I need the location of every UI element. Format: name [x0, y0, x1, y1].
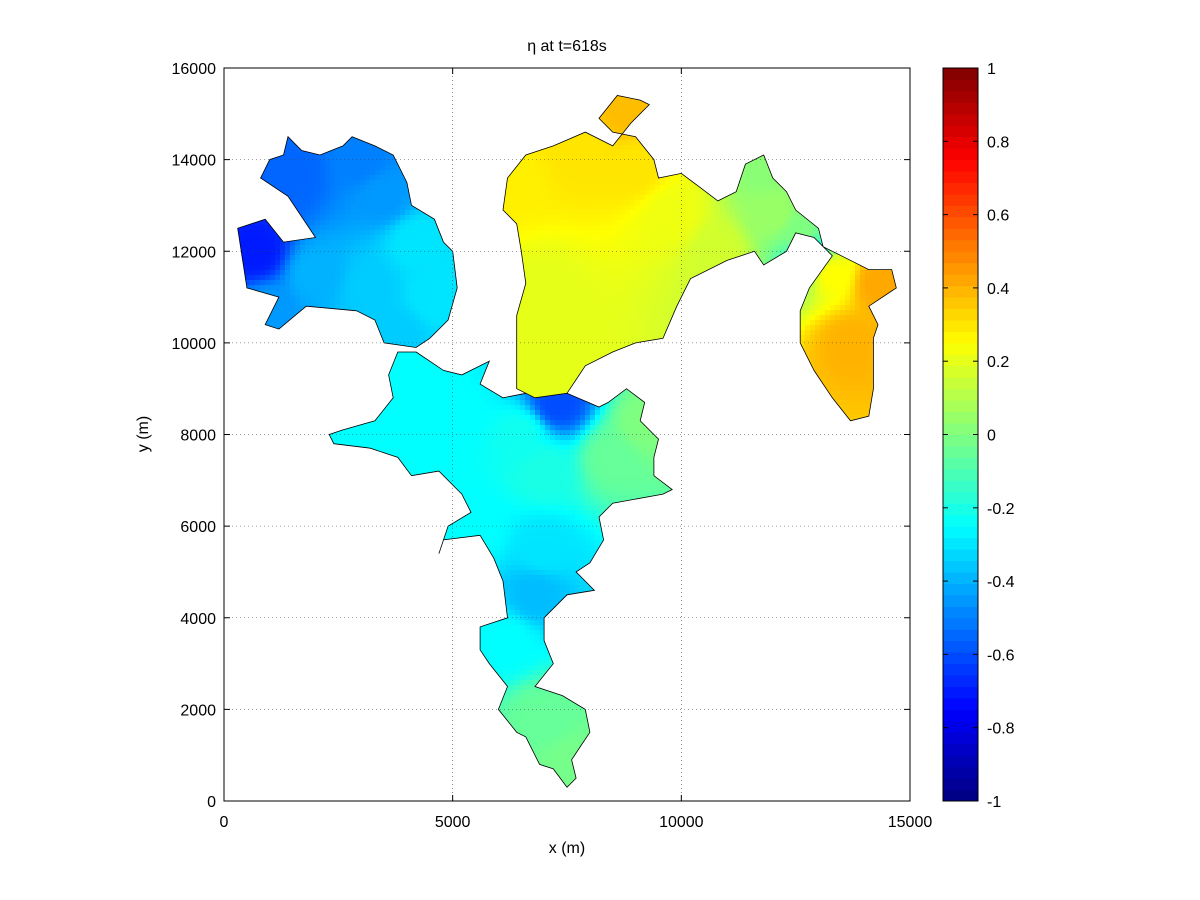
colorbar-swatch [943, 732, 978, 745]
colorbar-swatch [943, 560, 978, 573]
colorbar-swatch [943, 125, 978, 138]
colorbar-tick-label: -1 [987, 794, 1001, 811]
colorbar-swatch [943, 331, 978, 344]
colorbar-swatch [943, 411, 978, 424]
colorbar-tick-label: -0.6 [987, 647, 1015, 664]
y-tick-label: 14000 [172, 153, 217, 170]
y-tick-label: 0 [207, 794, 216, 811]
colorbar-swatch [943, 297, 978, 310]
colorbar-swatch [943, 720, 978, 733]
colorbar-swatch [943, 778, 978, 791]
y-tick-label: 16000 [172, 61, 217, 78]
colorbar-swatch [943, 491, 978, 504]
x-axis: 0 5000 10000 15000 [220, 68, 933, 831]
colorbar-swatch [943, 365, 978, 378]
y-axis-label: y (m) [135, 416, 152, 452]
colorbar-swatch [943, 766, 978, 779]
colorbar-tick-label: 1 [987, 61, 996, 78]
colorbar-swatch [943, 377, 978, 390]
y-tick-label: 12000 [172, 244, 217, 261]
colorbar-swatch [943, 90, 978, 103]
colorbar-swatch [943, 709, 978, 722]
region-outline-central-basin [328, 351, 673, 788]
colorbar-swatch [943, 617, 978, 630]
y-axis: 0 2000 4000 6000 8000 10000 12000 14000 16000 [172, 61, 910, 811]
colorbar-swatch [943, 136, 978, 149]
colorbar-tick-label: -0.8 [987, 721, 1015, 738]
colorbar-swatch [943, 755, 978, 768]
colorbar-swatch [943, 697, 978, 710]
colorbar-swatch [943, 182, 978, 195]
x-tick-label: 15000 [888, 814, 933, 831]
y-tick-label: 8000 [180, 428, 216, 445]
colorbar-swatch [943, 468, 978, 481]
colorbar-swatch [943, 113, 978, 126]
colorbar-swatch [943, 514, 978, 527]
colorbar-swatch [943, 571, 978, 584]
colorbar-swatch [943, 652, 978, 665]
colorbar-swatch [943, 319, 978, 332]
colorbar-swatch [943, 400, 978, 413]
colorbar-swatch [943, 239, 978, 252]
colorbar-swatch [943, 583, 978, 596]
colorbar-tick-label: 0.6 [987, 208, 1009, 225]
y-tick-label: 6000 [180, 519, 216, 536]
colorbar-swatch [943, 274, 978, 287]
colorbar-swatch [943, 262, 978, 275]
colorbar-swatch [943, 457, 978, 470]
colorbar-swatch [943, 148, 978, 161]
colorbar-swatch [943, 445, 978, 458]
colorbar-swatch [943, 159, 978, 172]
colorbar-swatch [943, 251, 978, 264]
colorbar-swatch [943, 789, 978, 802]
colorbar-swatch [943, 216, 978, 229]
colorbar-swatch [943, 526, 978, 539]
region-outline-northwest-basin [237, 135, 458, 348]
colorbar-tick-label: 0.8 [987, 134, 1009, 151]
colorbar-swatch [943, 537, 978, 550]
x-axis-label: x (m) [549, 840, 585, 857]
x-tick-label: 5000 [435, 814, 471, 831]
colorbar-swatch [943, 594, 978, 607]
colorbar-swatch [943, 663, 978, 676]
colorbar-swatch [943, 743, 978, 756]
x-tick-label: 10000 [659, 814, 704, 831]
colorbar-tick-label: -0.2 [987, 501, 1015, 518]
colorbar-tick-label: 0.4 [987, 281, 1009, 298]
colorbar-swatch [943, 308, 978, 321]
colorbar-swatch [943, 171, 978, 184]
colorbar-swatch [943, 606, 978, 619]
colorbar: -1 -0.8 -0.6 -0.4 -0.2 0 0.2 0.4 0.6 0.8 1 [942, 61, 1015, 811]
colorbar-tick-label: -0.4 [987, 574, 1015, 591]
y-tick-label: 2000 [180, 702, 216, 719]
colorbar-tick-label: 0.2 [987, 354, 1009, 371]
colorbar-swatch [943, 423, 978, 435]
colorbar-swatch [943, 68, 978, 80]
colorbar-swatch [943, 342, 978, 355]
x-tick-label: 0 [220, 814, 229, 831]
colorbar-swatch [943, 79, 978, 92]
colorbar-swatch [943, 434, 978, 447]
colorbar-tick-label: 0 [987, 428, 996, 445]
colorbar-swatch [943, 686, 978, 699]
colorbar-swatch [943, 354, 978, 367]
colorbar-swatch [943, 503, 978, 516]
region-outline-north-lake [502, 95, 897, 422]
colorbar-swatch [943, 228, 978, 241]
colorbar-swatch [943, 629, 978, 642]
chart-title: η at t=618s [527, 38, 607, 55]
colorbar-swatch [943, 205, 978, 218]
colorbar-swatch [943, 640, 978, 653]
colorbar-swatch [943, 388, 978, 401]
colorbar-swatch [943, 675, 978, 687]
colorbar-swatch [943, 480, 978, 493]
colorbar-swatch [943, 285, 978, 298]
colorbar-swatch [943, 193, 978, 206]
colorbar-swatch [943, 102, 978, 115]
y-tick-label: 4000 [180, 611, 216, 628]
colorbar-swatch [943, 549, 978, 561]
y-tick-label: 10000 [172, 336, 217, 353]
